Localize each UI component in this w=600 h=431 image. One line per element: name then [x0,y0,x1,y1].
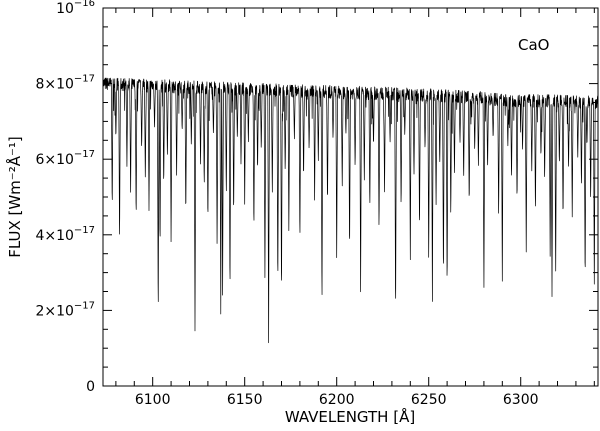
x-tick-label: 6250 [411,392,447,408]
spectrum-line [102,77,599,344]
y-tick-label: 0 [86,379,95,395]
x-tick-label: 6100 [135,392,171,408]
x-tick-label: 6150 [227,392,263,408]
tick-labels: 6100 6150 6200 6250 630002×10−174×10−176×10−… [35,0,538,408]
tick-marks [103,7,598,387]
plot-frame [102,7,599,387]
x-tick-label: 6300 [503,392,539,408]
x-axis-title: WAVELENGTH [Å] [285,407,415,426]
x-tick-label: 6200 [319,392,355,408]
y-axis-title: FLUX [Wm⁻²Å⁻¹] [5,136,24,258]
species-annotation: CaO [518,36,549,54]
